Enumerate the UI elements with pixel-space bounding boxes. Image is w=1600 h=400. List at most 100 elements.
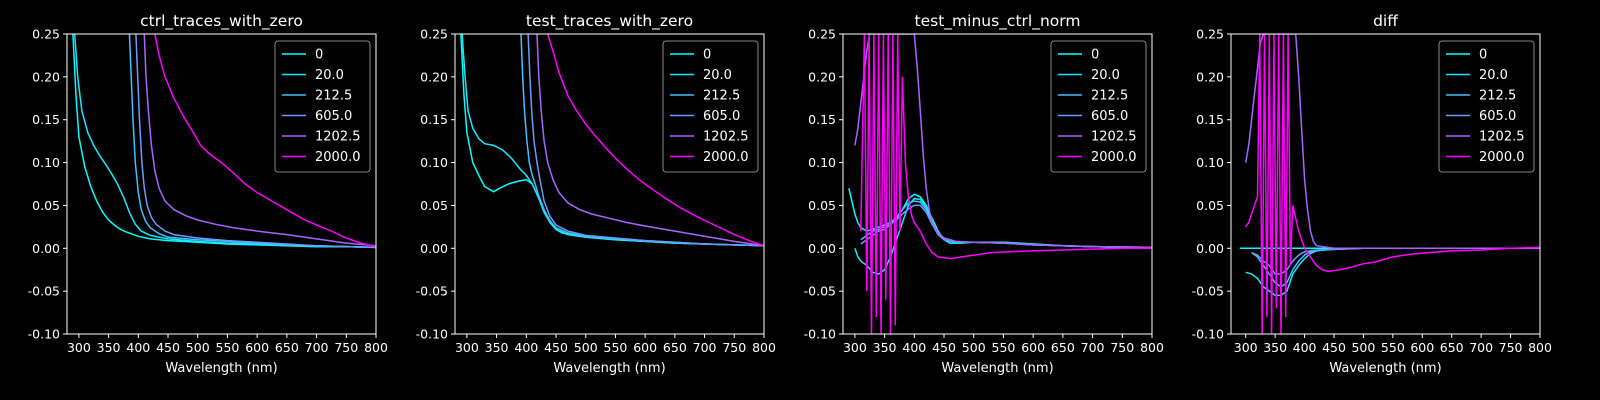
chart-title: ctrl_traces_with_zero — [140, 12, 303, 31]
axes-frame — [66, 33, 377, 335]
series-line-20.0 — [461, 34, 764, 247]
series-line-212.5 — [1251, 247, 1540, 288]
series-line-1202.5 — [536, 34, 764, 247]
y-tick-label: 0.25 — [1196, 27, 1224, 42]
y-tick-label: 0.15 — [808, 112, 836, 127]
legend-entry: 0 — [1479, 48, 1487, 63]
x-tick-label: 600 — [1021, 340, 1045, 355]
legend: 0 20.0 212.5 605.0 1202.5 2000.0 — [1050, 40, 1147, 173]
legend-entry: 2000.0 — [703, 150, 749, 165]
x-tick-label: 700 — [693, 340, 717, 355]
legend-entry: 605.0 — [703, 109, 740, 124]
x-tick-label: 550 — [604, 340, 628, 355]
x-tick-label: 800 — [1140, 340, 1164, 355]
x-tick-label: 700 — [1469, 340, 1493, 355]
y-tick-label: -0.05 — [416, 284, 448, 299]
y-tick-label: 0.10 — [420, 155, 448, 170]
legend-entry: 0 — [1091, 48, 1099, 63]
y-tick-label: 0.05 — [1196, 198, 1224, 213]
x-tick-label: 300 — [67, 340, 91, 355]
legend-entry: 0 — [315, 48, 323, 63]
series-line-212.5 — [860, 200, 1152, 249]
x-axis-label: Wavelength (nm) — [941, 361, 1053, 376]
x-tick-label: 800 — [752, 340, 776, 355]
series-group — [72, 34, 376, 249]
legend-entry: 2000.0 — [315, 150, 361, 165]
legend-entry: 2000.0 — [1091, 150, 1137, 165]
y-tick-label: 0.25 — [420, 27, 448, 42]
legend: 0 20.0 212.5 605.0 1202.5 2000.0 — [274, 40, 371, 173]
y-tick-label: -0.10 — [28, 327, 60, 342]
x-tick-label: 350 — [97, 340, 121, 355]
chart-panel-3: test_minus_ctrl_norm 300 350 400 450 500 550 60… — [804, 12, 1164, 376]
y-tick-label: 0.20 — [1196, 69, 1224, 84]
x-tick-label: 400 — [514, 340, 538, 355]
x-tick-label: 350 — [1263, 340, 1287, 355]
legend-entry: 212.5 — [1479, 89, 1516, 104]
x-tick-label: 400 — [902, 340, 926, 355]
legend: 0 20.0 212.5 605.0 1202.5 2000.0 — [1438, 40, 1535, 173]
legend-entry: 1202.5 — [703, 130, 749, 145]
x-tick-label: 600 — [245, 340, 269, 355]
chart-panel-1: ctrl_traces_with_zero 300 350 400 450 500 550 6… — [28, 12, 388, 376]
chart-title: test_traces_with_zero — [526, 12, 693, 31]
legend-entry: 20.0 — [1091, 68, 1120, 83]
y-tick-label: -0.05 — [1192, 284, 1224, 299]
x-tick-label: 800 — [1528, 340, 1552, 355]
y-tick-label: 0.15 — [420, 112, 448, 127]
legend-entry: 212.5 — [703, 89, 740, 104]
legend-entry: 20.0 — [315, 68, 344, 83]
axes-frame — [1230, 33, 1541, 335]
x-tick-label: 300 — [455, 340, 479, 355]
series-line-2000.0 — [1245, 34, 1540, 334]
legend-entry: 1202.5 — [1091, 130, 1137, 145]
chart-title: test_minus_ctrl_norm — [915, 12, 1081, 31]
legend-entry: 0 — [703, 48, 711, 63]
x-tick-label: 650 — [663, 340, 687, 355]
x-tick-label: 650 — [275, 340, 299, 355]
legend-entry: 605.0 — [315, 109, 352, 124]
y-tick-label: -0.05 — [804, 284, 836, 299]
y-tick-label: 0.25 — [808, 27, 836, 42]
y-tick-label: 0.15 — [1196, 112, 1224, 127]
y-tick-label: 0.00 — [420, 241, 448, 256]
legend-entry: 212.5 — [1091, 89, 1128, 104]
x-tick-label: 500 — [574, 340, 598, 355]
chart-title: diff — [1373, 12, 1398, 30]
x-axis-label: Wavelength (nm) — [165, 361, 277, 376]
x-tick-label: 350 — [873, 340, 897, 355]
y-tick-label: 0.05 — [420, 198, 448, 213]
x-tick-label: 550 — [992, 340, 1016, 355]
y-tick-label: 0.20 — [420, 69, 448, 84]
series-line-605.0 — [527, 34, 764, 247]
x-tick-label: 450 — [1322, 340, 1346, 355]
x-axis-label: Wavelength (nm) — [1329, 361, 1441, 376]
legend-entry: 2000.0 — [1479, 150, 1525, 165]
legend: 0 20.0 212.5 605.0 1202.5 2000.0 — [662, 40, 759, 173]
series-group — [460, 34, 764, 247]
x-tick-label: 400 — [126, 340, 150, 355]
series-line-1202.5 — [143, 34, 376, 247]
x-tick-label: 700 — [1081, 340, 1105, 355]
y-tick-label: 0.15 — [32, 112, 60, 127]
x-tick-label: 400 — [1293, 340, 1317, 355]
legend-entry: 20.0 — [703, 68, 732, 83]
x-tick-label: 300 — [843, 340, 867, 355]
y-tick-label: 0.20 — [32, 69, 60, 84]
x-tick-label: 800 — [364, 340, 388, 355]
legend-entry: 605.0 — [1091, 109, 1128, 124]
axes-frame — [454, 33, 765, 335]
x-tick-label: 300 — [1234, 340, 1258, 355]
y-tick-label: 0.00 — [1196, 241, 1224, 256]
y-tick-label: 0.00 — [808, 241, 836, 256]
y-tick-label: -0.10 — [1192, 327, 1224, 342]
series-line-2000.0 — [860, 34, 1152, 334]
x-tick-label: 600 — [633, 340, 657, 355]
x-tick-label: 750 — [1499, 340, 1523, 355]
x-tick-label: 750 — [1110, 340, 1134, 355]
series-line-605.0 — [860, 204, 1152, 249]
x-tick-label: 600 — [1410, 340, 1434, 355]
x-tick-label: 350 — [485, 340, 509, 355]
y-tick-label: 0.05 — [32, 198, 60, 213]
